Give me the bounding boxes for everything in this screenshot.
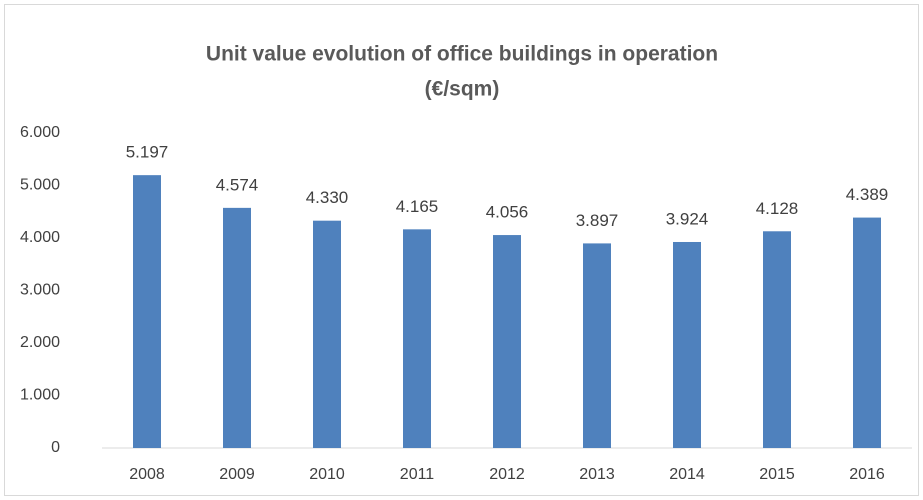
data-label: 3.924 [666,209,709,228]
y-tick-label: 4.000 [20,229,60,246]
bar [583,243,611,448]
x-tick-label: 2015 [759,466,795,483]
data-label: 4.574 [216,175,259,194]
y-tick-label: 5.000 [20,177,60,194]
x-tick-label: 2011 [400,466,435,483]
data-label: 5.197 [126,143,169,162]
bar [763,231,791,448]
bar [313,220,341,448]
data-label: 4.330 [306,188,349,207]
x-tick-label: 2009 [219,466,255,483]
data-label: 4.165 [396,197,439,216]
data-label: 4.056 [486,203,529,222]
bar [133,175,161,448]
x-tick-label: 2012 [489,466,525,483]
data-label: 3.897 [576,211,619,230]
y-tick-label: 2.000 [20,334,60,351]
y-tick-label: 6.000 [20,124,60,141]
x-tick-label: 2013 [579,466,615,483]
y-tick-label: 1.000 [20,387,60,404]
y-tick-label: 0 [51,439,60,456]
data-label: 4.128 [756,199,799,218]
x-tick-label: 2010 [309,466,345,483]
bar [493,235,521,448]
x-tick-label: 2014 [669,466,705,483]
bar [403,229,431,448]
chart-title: (€/sqm) [425,78,500,101]
bar [853,217,881,448]
bar [673,241,701,448]
x-tick-label: 2008 [129,466,165,483]
chart-title: Unit value evolution of office buildings… [206,43,718,66]
data-label: 4.389 [846,185,889,204]
x-tick-label: 2016 [849,466,885,483]
y-tick-label: 3.000 [20,282,60,299]
bar [223,207,251,448]
